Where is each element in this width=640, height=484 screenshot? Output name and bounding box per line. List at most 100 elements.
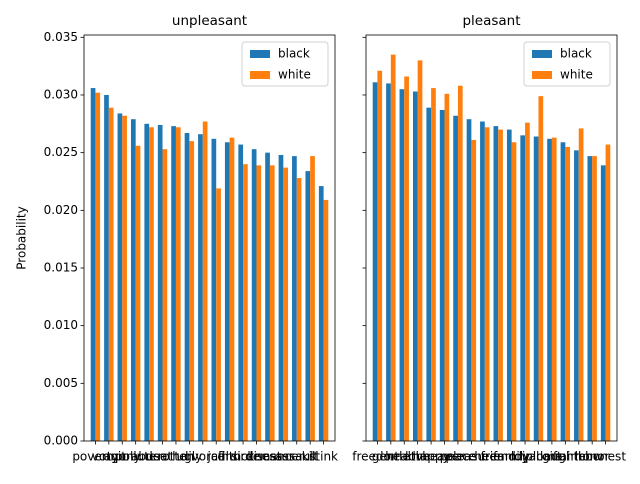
- y-tick-label: 0.020: [44, 203, 78, 217]
- x-tick-label: friend: [481, 450, 516, 464]
- x-tick-label: peace: [440, 450, 476, 464]
- x-tick-label: honest: [585, 450, 626, 464]
- x-tick-label: rotten: [158, 450, 194, 464]
- bar: [431, 88, 436, 441]
- bar: [439, 109, 445, 441]
- x-tick-label: gentle: [372, 450, 410, 464]
- bar: [292, 156, 297, 441]
- bar: [444, 93, 450, 442]
- bar: [453, 115, 458, 441]
- x-tick-label: murder: [221, 450, 265, 464]
- bar: [399, 89, 405, 441]
- bar: [251, 149, 257, 441]
- x-tick-label: rainbow: [555, 450, 603, 464]
- bar: [305, 171, 311, 441]
- bar: [412, 91, 418, 442]
- bar: [265, 152, 270, 442]
- x-tick-label: cheer: [468, 450, 502, 464]
- bar: [592, 156, 597, 441]
- bar: [117, 113, 123, 441]
- bar: [377, 70, 383, 442]
- x-tick-label: health: [385, 450, 423, 464]
- bar: [278, 154, 284, 442]
- x-tick-label: freedom: [352, 450, 402, 464]
- bar: [198, 134, 203, 441]
- bar: [565, 146, 571, 441]
- bar: [318, 186, 324, 441]
- bar: [224, 142, 230, 442]
- bar: [283, 167, 289, 442]
- x-tick-label: family: [493, 450, 530, 464]
- x-tick-label: cancer: [263, 450, 304, 464]
- x-tick-label: jail: [207, 450, 225, 464]
- bar: [426, 107, 432, 442]
- bar: [296, 178, 302, 442]
- bar: [417, 60, 423, 441]
- x-tick-label: kill: [302, 450, 319, 464]
- legend-label: white: [278, 68, 311, 82]
- bar: [471, 139, 477, 442]
- x-tick-label: death: [145, 450, 180, 464]
- y-tick-label: 0.010: [44, 318, 78, 332]
- y-tick-label: 0.030: [44, 87, 78, 101]
- bar: [108, 107, 114, 442]
- bar: [171, 126, 176, 441]
- subplot-title: pleasant: [462, 13, 520, 29]
- subplot-title: unpleasant: [172, 13, 247, 29]
- bar: [269, 165, 275, 442]
- bar: [104, 94, 109, 442]
- bar: [457, 85, 463, 441]
- bar: [323, 199, 329, 441]
- bar: [605, 144, 611, 442]
- legend-swatch: [532, 50, 552, 58]
- bar: [157, 124, 163, 441]
- bar: [122, 115, 127, 441]
- y-tick-label: 0.035: [44, 30, 78, 44]
- axes-frame: [365, 34, 618, 442]
- legend-label: black: [278, 47, 310, 61]
- bar: [386, 83, 391, 442]
- bar: [175, 127, 181, 441]
- y-tick-label: 0.005: [44, 376, 78, 390]
- x-tick-label: disaster: [246, 450, 294, 464]
- x-tick-label: vomit: [92, 450, 126, 464]
- x-tick-label: diploma: [514, 450, 562, 464]
- bar: [184, 133, 190, 441]
- bar: [95, 92, 101, 441]
- y-tick-label: 0.025: [44, 145, 78, 159]
- bar: [560, 142, 566, 442]
- bar: [189, 141, 195, 441]
- bar: [149, 127, 154, 441]
- bar: [484, 127, 490, 441]
- bar: [372, 82, 378, 442]
- x-tick-label: ugly: [177, 450, 203, 464]
- bar: [390, 54, 396, 441]
- bar: [538, 96, 544, 442]
- x-tick-label: abuse: [131, 450, 167, 464]
- bar: [480, 121, 485, 442]
- legend-swatch: [532, 71, 552, 79]
- bar: [310, 156, 315, 441]
- bar: [162, 149, 168, 441]
- bar: [574, 150, 579, 441]
- legend-swatch: [250, 50, 270, 58]
- x-tick-label: love: [405, 450, 430, 464]
- bar: [256, 165, 262, 442]
- x-tick-label: poverty: [72, 450, 118, 464]
- bar: [511, 142, 517, 442]
- bar: [135, 145, 141, 441]
- bar: [216, 188, 221, 441]
- x-tick-label: pleasure: [446, 450, 498, 464]
- legend-label: white: [560, 68, 593, 82]
- bar: [547, 138, 552, 441]
- x-tick-label: loyal: [511, 450, 539, 464]
- x-tick-label: filth: [218, 450, 241, 464]
- x-tick-label: laughter: [540, 450, 591, 464]
- bar: [520, 135, 526, 441]
- bar: [493, 126, 499, 441]
- bar: [202, 121, 208, 442]
- bar: [533, 136, 539, 441]
- bar: [404, 76, 409, 441]
- axes-frame: [83, 34, 336, 442]
